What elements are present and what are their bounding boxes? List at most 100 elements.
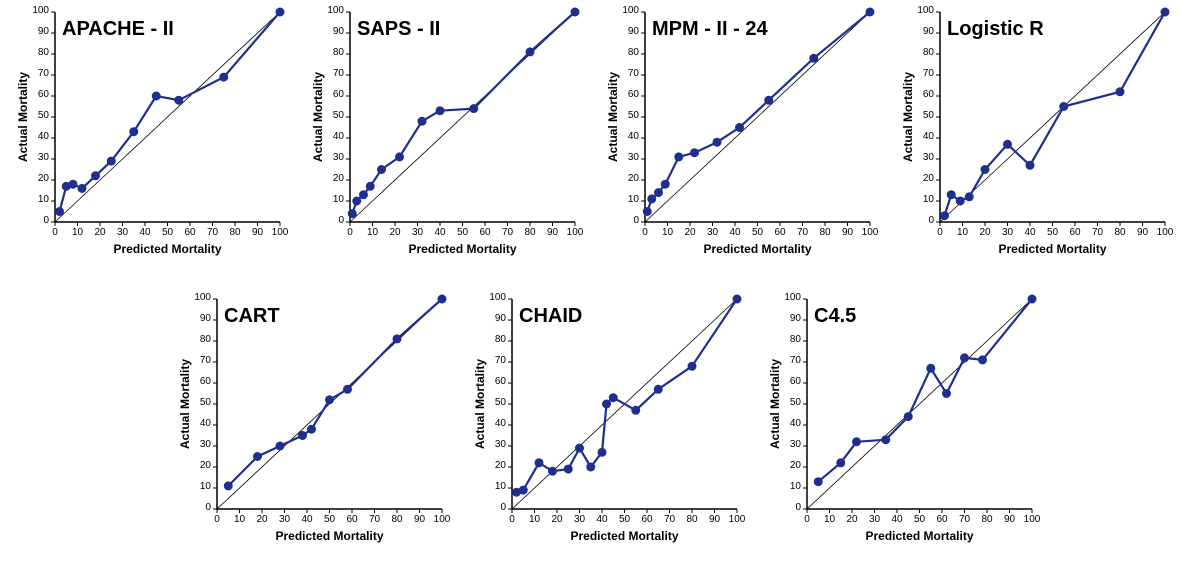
data-marker [947, 191, 955, 199]
x-tick-label: 60 [342, 514, 362, 525]
data-marker [661, 180, 669, 188]
data-marker [643, 208, 651, 216]
x-tick-label: 100 [270, 227, 290, 238]
y-tick-label: 80 [200, 334, 211, 345]
y-tick-label: 70 [38, 68, 49, 79]
data-marker [326, 396, 334, 404]
x-tick-label: 30 [570, 514, 590, 525]
x-tick-label: 10 [68, 227, 88, 238]
y-tick-label: 80 [38, 47, 49, 58]
x-tick-label: 40 [430, 227, 450, 238]
y-tick-label: 40 [495, 418, 506, 429]
x-tick-label: 90 [838, 227, 858, 238]
data-marker [736, 124, 744, 132]
y-tick-label: 30 [200, 439, 211, 450]
y-tick-label: 70 [923, 68, 934, 79]
data-marker [564, 465, 572, 473]
y-tick-label: 90 [628, 26, 639, 37]
panel-apache2: 0102030405060708090100010203040506070809… [0, 0, 295, 280]
data-marker [981, 166, 989, 174]
y-tick-label: 40 [923, 131, 934, 142]
y-tick-label: 60 [790, 376, 801, 387]
data-marker [299, 432, 307, 440]
data-marker [224, 482, 232, 490]
x-tick-label: 10 [953, 227, 973, 238]
x-tick-label: 50 [748, 227, 768, 238]
y-tick-label: 80 [628, 47, 639, 58]
x-tick-label: 60 [637, 514, 657, 525]
x-tick-label: 70 [203, 227, 223, 238]
data-marker [632, 406, 640, 414]
x-tick-label: 0 [635, 227, 655, 238]
y-tick-label: 0 [338, 215, 344, 226]
x-tick-label: 30 [865, 514, 885, 525]
data-marker [609, 394, 617, 402]
y-tick-label: 10 [790, 481, 801, 492]
x-tick-label: 30 [408, 227, 428, 238]
data-marker [344, 385, 352, 393]
x-tick-label: 20 [680, 227, 700, 238]
x-tick-label: 70 [793, 227, 813, 238]
x-tick-label: 80 [387, 514, 407, 525]
data-marker [366, 182, 374, 190]
y-tick-label: 70 [628, 68, 639, 79]
data-marker [587, 463, 595, 471]
panel-title: C4.5 [814, 305, 856, 328]
data-marker [961, 354, 969, 362]
y-tick-label: 10 [333, 194, 344, 205]
data-marker [549, 467, 557, 475]
x-tick-label: 50 [320, 514, 340, 525]
x-tick-label: 70 [365, 514, 385, 525]
x-tick-label: 80 [1110, 227, 1130, 238]
x-tick-label: 90 [410, 514, 430, 525]
x-axis-label: Predicted Mortality [645, 242, 870, 256]
x-tick-label: 60 [180, 227, 200, 238]
y-tick-label: 100 [327, 5, 344, 16]
data-marker [979, 356, 987, 364]
x-tick-label: 30 [113, 227, 133, 238]
data-marker [220, 73, 228, 81]
data-marker [396, 153, 404, 161]
data-marker [418, 117, 426, 125]
bottom-row: 0102030405060708090100010203040506070809… [0, 287, 1200, 567]
panel-saps2: 0102030405060708090100010203040506070809… [295, 0, 590, 280]
x-tick-label: 0 [930, 227, 950, 238]
x-axis-label: Predicted Mortality [940, 242, 1165, 256]
y-tick-label: 100 [622, 5, 639, 16]
y-tick-label: 40 [333, 131, 344, 142]
x-tick-label: 50 [910, 514, 930, 525]
y-tick-label: 80 [790, 334, 801, 345]
y-tick-label: 10 [38, 194, 49, 205]
x-tick-label: 20 [547, 514, 567, 525]
identity-line [55, 12, 280, 222]
identity-line [350, 12, 575, 222]
x-tick-label: 90 [705, 514, 725, 525]
data-marker [308, 425, 316, 433]
y-axis-label: Actual Mortality [311, 72, 325, 162]
data-marker [276, 442, 284, 450]
data-line [352, 12, 575, 214]
x-tick-label: 90 [1000, 514, 1020, 525]
y-tick-label: 90 [333, 26, 344, 37]
y-tick-label: 90 [495, 313, 506, 324]
x-tick-label: 10 [525, 514, 545, 525]
y-tick-label: 50 [628, 110, 639, 121]
x-tick-label: 50 [158, 227, 178, 238]
data-marker [130, 128, 138, 136]
y-tick-label: 80 [333, 47, 344, 58]
y-tick-label: 10 [200, 481, 211, 492]
y-tick-label: 90 [923, 26, 934, 37]
y-tick-label: 20 [333, 173, 344, 184]
y-tick-label: 20 [628, 173, 639, 184]
data-marker [941, 212, 949, 220]
y-tick-label: 20 [790, 460, 801, 471]
data-marker [1028, 295, 1036, 303]
x-tick-label: 70 [955, 514, 975, 525]
y-tick-label: 90 [200, 313, 211, 324]
x-tick-label: 40 [135, 227, 155, 238]
x-tick-label: 20 [385, 227, 405, 238]
data-marker [436, 107, 444, 115]
x-tick-label: 50 [615, 514, 635, 525]
data-marker [78, 184, 86, 192]
panel-chaid: 0102030405060708090100010203040506070809… [457, 287, 752, 567]
